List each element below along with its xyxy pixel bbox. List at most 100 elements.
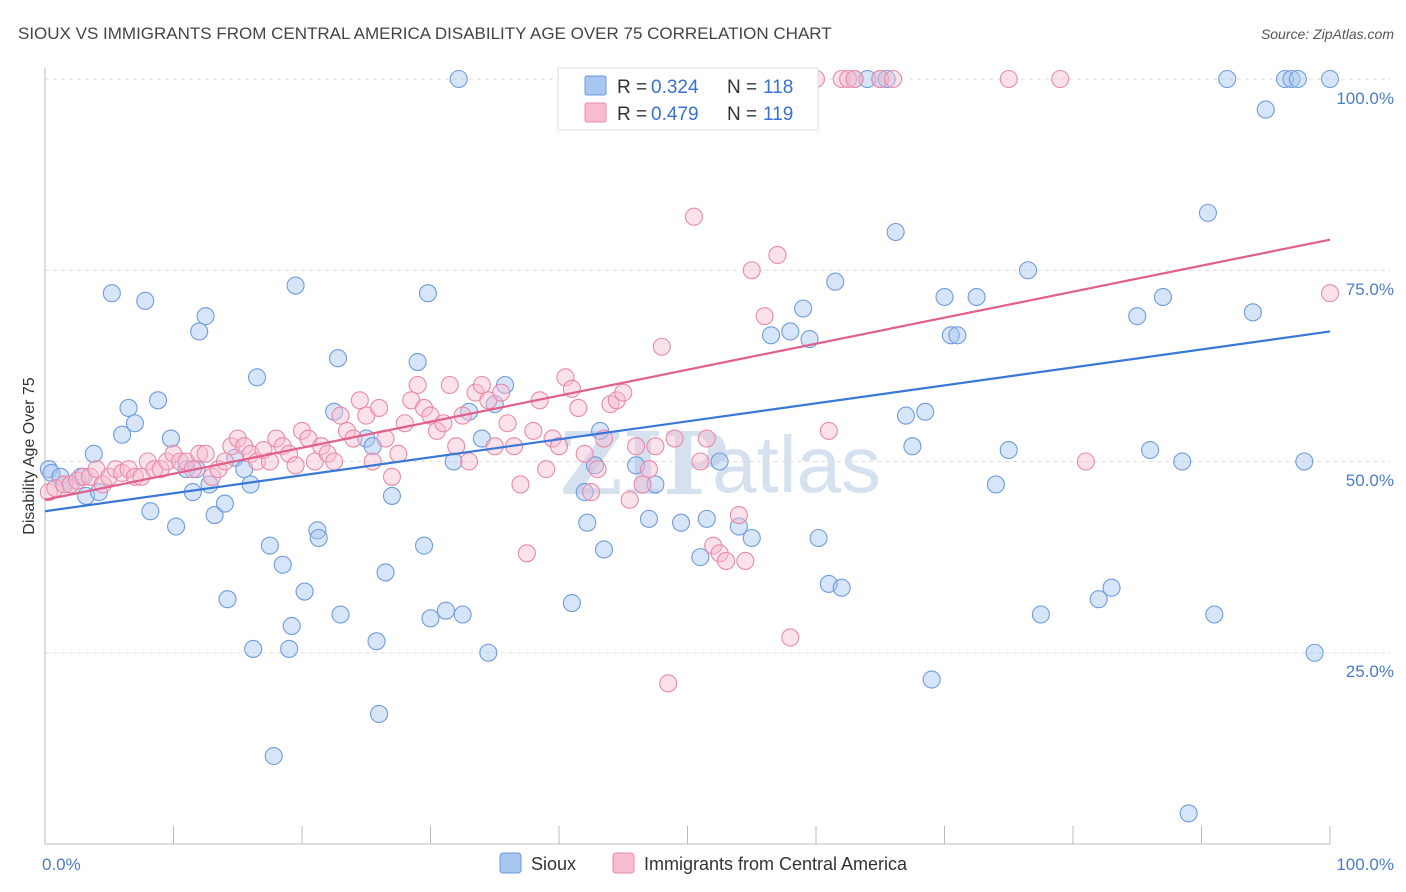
data-point — [903, 437, 922, 456]
data-point — [986, 475, 1005, 494]
data-point — [1198, 203, 1217, 222]
data-point — [620, 490, 639, 509]
data-point — [459, 452, 479, 471]
data-point — [672, 513, 691, 532]
stats-legend-r-sioux: 0.324 — [651, 77, 699, 98]
data-point — [136, 291, 155, 310]
data-point — [286, 456, 305, 475]
data-point — [418, 284, 437, 303]
data-point — [1218, 69, 1237, 89]
data-point — [149, 391, 168, 410]
y-tick-label-100: 100.0% — [1336, 89, 1394, 108]
data-point — [415, 398, 434, 418]
stats-legend-r-label-immigrants: R = — [617, 104, 647, 125]
data-point — [498, 414, 517, 433]
data-point — [659, 674, 678, 693]
data-point — [710, 544, 729, 563]
data-point — [594, 540, 614, 559]
data-point — [318, 444, 337, 463]
data-point — [479, 643, 498, 662]
data-point — [389, 444, 408, 463]
data-point — [1320, 284, 1340, 303]
data-point — [102, 284, 121, 303]
data-point — [190, 444, 209, 463]
data-point — [794, 299, 813, 318]
stats-legend: R = 0.324 N = 118 R = 0.479 N = 119 — [557, 67, 819, 131]
data-point — [218, 590, 237, 609]
data-point — [858, 69, 877, 89]
data-point — [646, 475, 665, 494]
data-point — [205, 505, 224, 525]
gridlines — [45, 78, 1390, 654]
trend-line-sioux — [44, 330, 1331, 513]
data-point — [736, 551, 755, 571]
data-point — [627, 437, 646, 456]
data-point — [119, 398, 138, 418]
data-point — [935, 287, 954, 307]
x-tick-label-100: 100.0% — [1336, 855, 1394, 874]
data-point — [408, 352, 427, 372]
data-point — [295, 582, 314, 601]
data-point — [639, 460, 659, 479]
stats-legend-swatch-sioux — [584, 75, 607, 96]
data-point — [569, 398, 588, 418]
data-point — [999, 440, 1018, 460]
data-point — [1256, 100, 1275, 119]
data-point — [1051, 69, 1070, 89]
data-point — [1275, 69, 1295, 89]
data-point — [517, 544, 536, 563]
data-point — [1305, 643, 1324, 662]
data-point — [524, 421, 543, 440]
data-point — [922, 670, 941, 689]
data-point — [582, 483, 601, 502]
data-point — [196, 307, 215, 326]
data-point — [235, 437, 254, 456]
data-point — [260, 536, 279, 555]
data-point — [408, 375, 427, 395]
data-point — [190, 322, 209, 341]
watermark-atlas: atlas — [712, 420, 881, 509]
data-point — [228, 429, 247, 448]
data-point — [845, 69, 864, 89]
chart-source: Source: ZipAtlas.com — [1261, 26, 1394, 42]
data-point — [382, 467, 402, 486]
data-point — [449, 69, 468, 89]
data-point — [325, 452, 344, 471]
y-axis-label: Disability Age Over 75 — [21, 377, 38, 535]
x-tick-marks — [44, 826, 1331, 844]
trend-line-immigrants — [44, 238, 1331, 501]
data-point — [328, 349, 348, 368]
data-point — [639, 509, 659, 528]
data-point — [1102, 578, 1121, 597]
data-point — [871, 69, 890, 89]
y-tick-label-50: 50.0% — [1346, 471, 1394, 490]
stats-legend-n-immigrants: 119 — [763, 104, 793, 125]
data-point — [440, 375, 459, 395]
data-point — [761, 326, 781, 345]
data-point — [742, 528, 761, 548]
data-point — [167, 517, 186, 536]
data-point — [549, 437, 569, 456]
data-point — [241, 475, 260, 494]
data-point — [511, 475, 530, 494]
data-point — [948, 326, 967, 345]
data-point — [203, 467, 222, 486]
y-tick-label-25: 25.0% — [1346, 662, 1394, 681]
data-point — [331, 406, 350, 425]
data-point — [633, 475, 652, 494]
data-point — [704, 536, 723, 555]
data-point — [215, 494, 234, 513]
data-point — [222, 437, 241, 456]
data-point — [286, 276, 305, 295]
data-point — [877, 69, 896, 89]
data-point — [1295, 452, 1314, 471]
data-point — [1243, 303, 1262, 322]
data-point — [113, 425, 132, 444]
data-point — [161, 429, 180, 448]
data-point — [370, 398, 389, 418]
stats-legend-n-label-immigrants: N = — [727, 104, 757, 125]
data-point — [158, 452, 177, 471]
data-point — [562, 593, 581, 613]
data-point — [781, 628, 800, 647]
data-point — [697, 509, 716, 528]
